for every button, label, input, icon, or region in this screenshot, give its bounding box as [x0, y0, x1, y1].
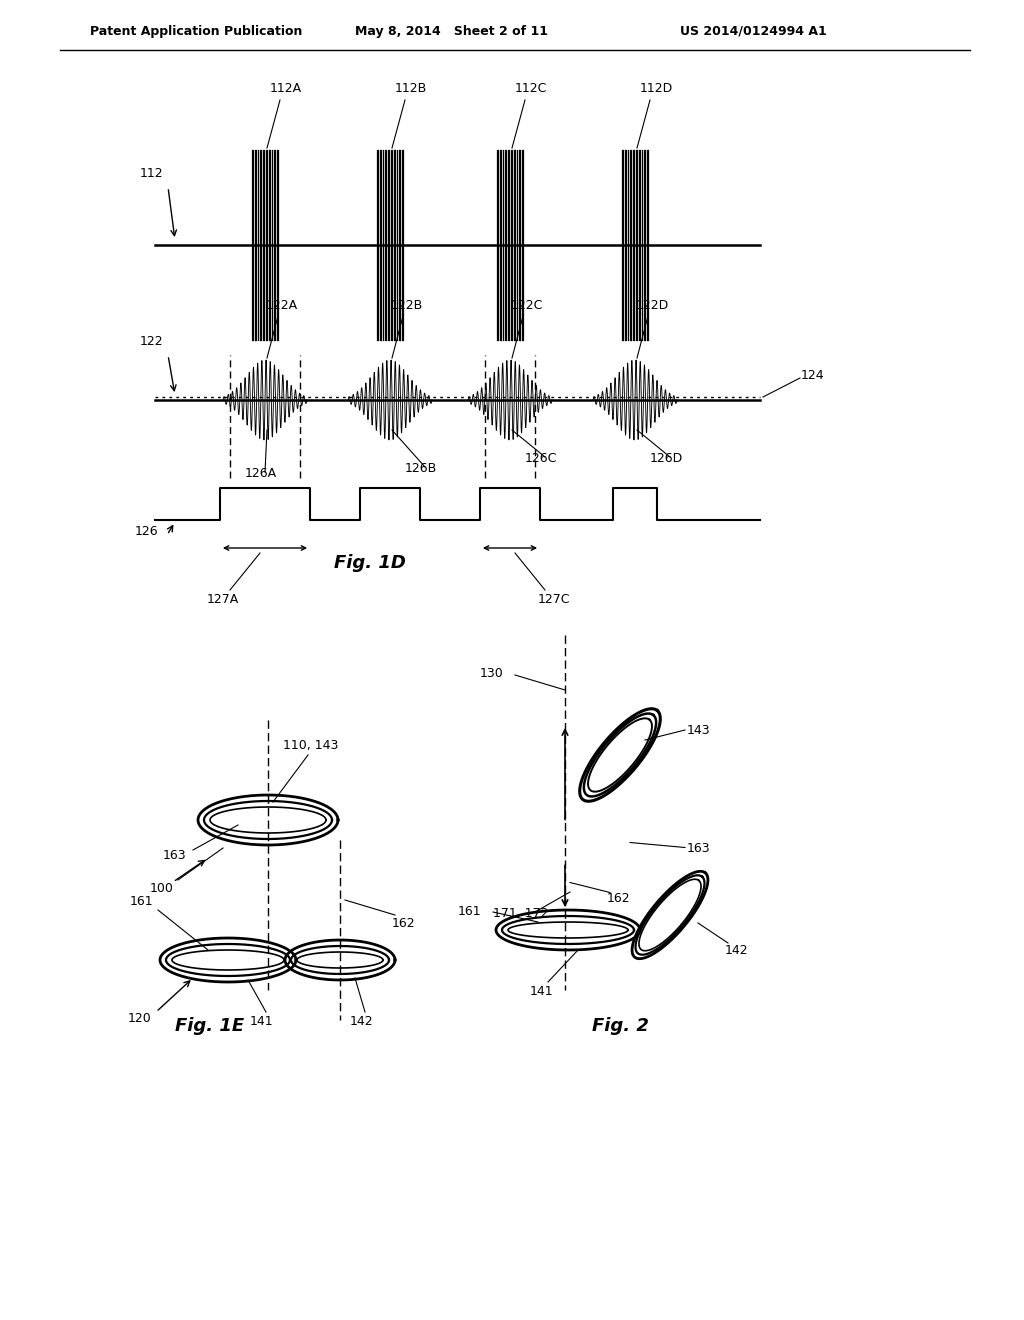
Text: 124: 124 — [801, 370, 824, 381]
Text: 141: 141 — [250, 1015, 273, 1028]
Text: 126B: 126B — [406, 462, 437, 475]
Text: 122D: 122D — [636, 300, 670, 312]
Text: 127C: 127C — [538, 593, 570, 606]
Text: 130: 130 — [480, 667, 504, 680]
Text: Fig. 1D: Fig. 1D — [334, 554, 406, 572]
Text: US 2014/0124994 A1: US 2014/0124994 A1 — [680, 25, 826, 38]
Text: 112A: 112A — [270, 82, 302, 95]
Text: 122C: 122C — [511, 300, 544, 312]
Text: 126D: 126D — [650, 451, 683, 465]
Text: 110, 143: 110, 143 — [283, 739, 338, 752]
Text: 122: 122 — [140, 335, 164, 348]
Text: 163: 163 — [687, 842, 711, 854]
Text: 171, 172: 171, 172 — [493, 907, 549, 920]
Text: 142: 142 — [350, 1015, 374, 1028]
Text: 112D: 112D — [640, 82, 673, 95]
Text: 120: 120 — [128, 1012, 152, 1026]
Text: 112: 112 — [140, 168, 164, 180]
Text: 162: 162 — [607, 891, 631, 904]
Text: 112B: 112B — [395, 82, 427, 95]
Text: 126A: 126A — [245, 467, 278, 480]
Text: 142: 142 — [725, 944, 749, 957]
Text: 161: 161 — [458, 906, 481, 917]
Text: 112C: 112C — [515, 82, 548, 95]
Text: 100: 100 — [150, 882, 174, 895]
Text: 126C: 126C — [525, 451, 557, 465]
Text: Fig. 1E: Fig. 1E — [175, 1016, 245, 1035]
Text: 141: 141 — [530, 985, 554, 998]
Text: 126: 126 — [135, 525, 159, 539]
Text: 122A: 122A — [266, 300, 298, 312]
Text: 143: 143 — [687, 723, 711, 737]
Text: Fig. 2: Fig. 2 — [592, 1016, 648, 1035]
Text: 162: 162 — [392, 917, 416, 931]
Text: May 8, 2014   Sheet 2 of 11: May 8, 2014 Sheet 2 of 11 — [355, 25, 548, 38]
Text: 122B: 122B — [391, 300, 423, 312]
Text: 161: 161 — [130, 895, 154, 908]
Text: 163: 163 — [163, 849, 186, 862]
Text: Patent Application Publication: Patent Application Publication — [90, 25, 302, 38]
Text: 127A: 127A — [207, 593, 240, 606]
